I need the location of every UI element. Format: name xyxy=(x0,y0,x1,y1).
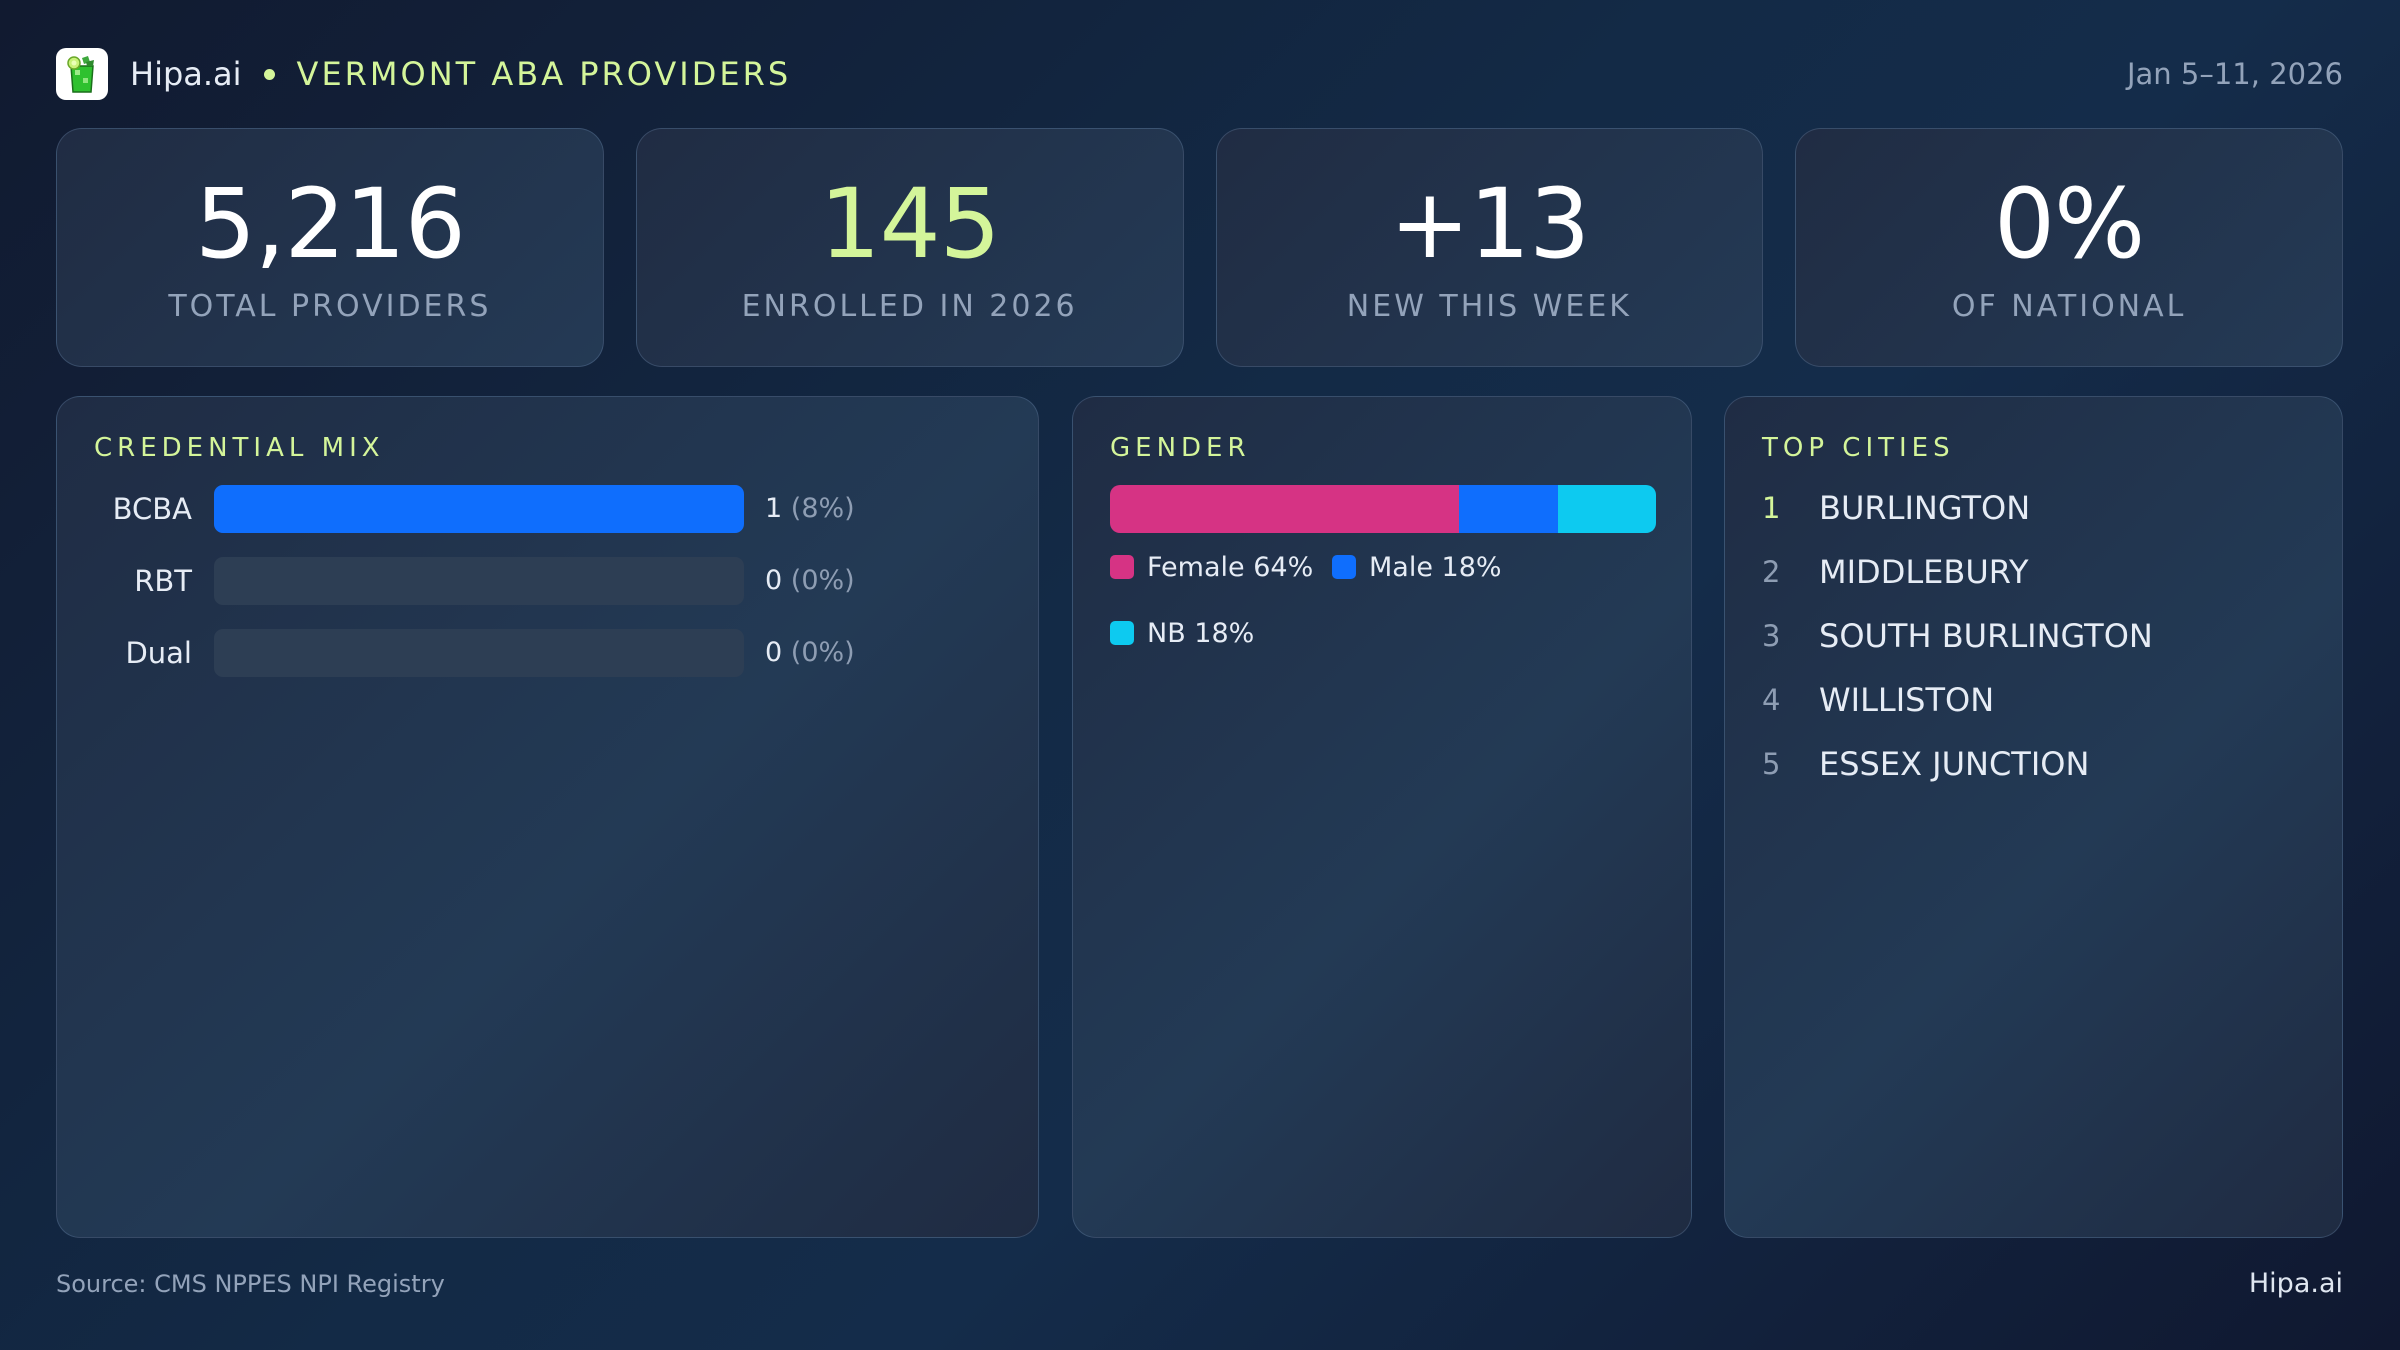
credential-value: 0 (0%) xyxy=(765,629,855,677)
city-list-item: 3 SOUTH BURLINGTON xyxy=(1762,616,2153,656)
city-name: BURLINGTON xyxy=(1819,489,2031,527)
panel-title: CREDENTIAL MIX xyxy=(94,433,385,463)
kpi-value: 145 xyxy=(819,168,1001,280)
kpi-label: TOTAL PROVIDERS xyxy=(168,289,492,324)
credential-percent: (0%) xyxy=(790,565,855,596)
city-rank: 4 xyxy=(1762,683,1781,717)
legend-label: Female 64% xyxy=(1147,551,1314,583)
gender-segment-nb xyxy=(1557,485,1656,533)
city-rank: 2 xyxy=(1762,555,1781,589)
nb-swatch-icon xyxy=(1110,621,1134,645)
footer-brand: Hipa.ai xyxy=(2248,1268,2343,1299)
credential-label: Dual xyxy=(125,636,192,670)
footer-source: Source: CMS NPPES NPI Registry xyxy=(56,1270,445,1298)
panel-title: GENDER xyxy=(1110,433,1251,463)
city-name: MIDDLEBURY xyxy=(1819,553,2029,591)
city-name: WILLISTON xyxy=(1819,681,1995,719)
city-rank: 1 xyxy=(1762,491,1781,525)
city-list-item: 5 ESSEX JUNCTION xyxy=(1762,744,2089,784)
legend-item-female: Female 64% xyxy=(1110,551,1314,583)
mojito-glass-icon xyxy=(56,48,108,100)
kpi-value: 0% xyxy=(1993,168,2145,280)
kpi-value: +13 xyxy=(1389,168,1591,280)
credential-value: 1 (8%) xyxy=(765,485,855,533)
city-list-item: 4 WILLISTON xyxy=(1762,680,1994,720)
panel-title: TOP CITIES xyxy=(1762,433,1955,463)
legend-label: NB 18% xyxy=(1147,617,1255,649)
male-swatch-icon xyxy=(1332,555,1356,579)
legend-item-male: Male 18% xyxy=(1332,551,1502,583)
credential-row-dual: Dual 0 (0%) xyxy=(57,629,1038,677)
credential-label: RBT xyxy=(134,564,192,598)
legend-item-nb: NB 18% xyxy=(1110,617,1255,649)
kpi-label: ENROLLED IN 2026 xyxy=(741,289,1078,324)
kpi-card-of-national: 0% OF NATIONAL xyxy=(1795,128,2343,367)
top-cities-panel: TOP CITIES 1 BURLINGTON 2 MIDDLEBURY 3 S… xyxy=(1724,396,2343,1238)
credential-percent: (0%) xyxy=(790,637,855,668)
kpi-card-new-this-week: +13 NEW THIS WEEK xyxy=(1215,128,1764,367)
date-range: Jan 5–11, 2026 xyxy=(2126,57,2343,91)
gender-segment-male xyxy=(1459,485,1558,533)
header: Hipa.ai VERMONT ABA PROVIDERS Jan 5–11, … xyxy=(56,48,2343,100)
city-rank: 3 xyxy=(1762,619,1781,653)
credential-bar-track xyxy=(214,629,744,677)
credential-row-rbt: RBT 0 (0%) xyxy=(57,557,1038,605)
credential-mix-panel: CREDENTIAL MIX BCBA 1 (8%) RBT 0 (0%) Du… xyxy=(56,396,1039,1238)
legend-label: Male 18% xyxy=(1369,551,1502,583)
city-list-item: 1 BURLINGTON xyxy=(1762,488,2030,528)
gender-panel: GENDER Female 64% Male 18% NB 18% xyxy=(1072,396,1692,1238)
credential-count: 0 xyxy=(765,565,783,596)
gender-segment-female xyxy=(1110,485,1460,533)
credential-row-bcba: BCBA 1 (8%) xyxy=(57,485,1038,533)
credential-bar-track xyxy=(214,557,744,605)
gender-stacked-bar xyxy=(1110,485,1656,533)
kpi-card-enrolled: 145 ENROLLED IN 2026 xyxy=(635,128,1184,367)
credential-label: BCBA xyxy=(112,492,192,526)
credential-value: 0 (0%) xyxy=(765,557,855,605)
kpi-value: 5,216 xyxy=(194,168,466,280)
city-rank: 5 xyxy=(1762,747,1781,781)
kpi-card-total-providers: 5,216 TOTAL PROVIDERS xyxy=(56,128,604,367)
kpi-label: NEW THIS WEEK xyxy=(1346,289,1632,324)
kpi-label: OF NATIONAL xyxy=(1951,289,2187,324)
page-title: VERMONT ABA PROVIDERS xyxy=(296,55,792,93)
credential-percent: (8%) xyxy=(790,493,855,524)
separator-dot xyxy=(263,68,275,80)
brand-name: Hipa.ai xyxy=(130,55,242,93)
credential-count: 1 xyxy=(765,493,783,524)
city-name: ESSEX JUNCTION xyxy=(1819,745,2090,783)
female-swatch-icon xyxy=(1110,555,1134,579)
kpi-row: 5,216 TOTAL PROVIDERS 145 ENROLLED IN 20… xyxy=(56,128,2343,367)
city-name: SOUTH BURLINGTON xyxy=(1819,617,2153,655)
city-list-item: 2 MIDDLEBURY xyxy=(1762,552,2028,592)
credential-bar-track xyxy=(214,485,744,533)
credential-count: 0 xyxy=(765,637,783,668)
credential-bar-fill xyxy=(214,485,744,533)
